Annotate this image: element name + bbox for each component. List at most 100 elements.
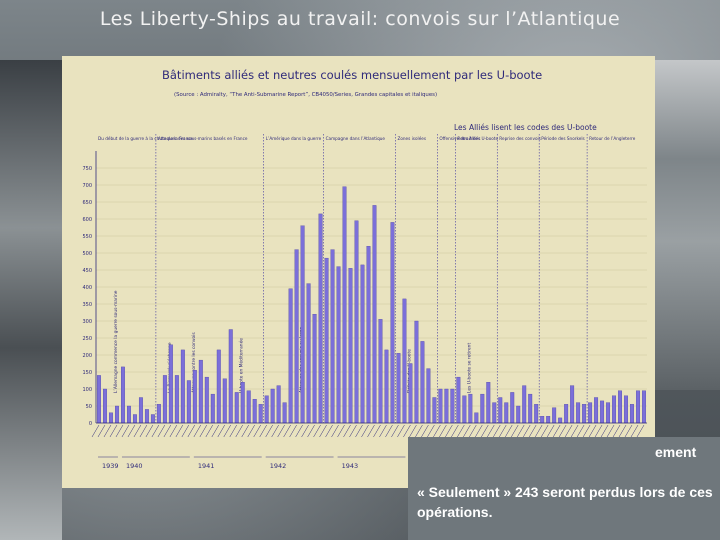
- background-photo-left: [0, 60, 62, 540]
- bar: [498, 397, 503, 424]
- bar: [252, 399, 257, 424]
- month-tick: [612, 424, 621, 438]
- month-tick: [265, 424, 273, 438]
- month-tick: [301, 424, 309, 438]
- period-label: Du début de la guerre à la chute de la F…: [98, 136, 194, 141]
- bar: [450, 388, 455, 424]
- month-tick: [139, 424, 148, 438]
- bar: [282, 402, 287, 424]
- month-tick: [343, 424, 351, 438]
- month-tick: [493, 424, 501, 438]
- bar: [162, 375, 167, 424]
- bar: [618, 390, 622, 424]
- bar: [216, 349, 221, 424]
- y-tick-label: 600: [82, 217, 92, 223]
- bar: [384, 349, 389, 424]
- period-label: Période des Snorkels: [541, 136, 585, 141]
- month-tick: [277, 424, 285, 438]
- month-tick: [205, 424, 214, 438]
- bar: [468, 393, 473, 424]
- bar: [516, 405, 521, 424]
- y-tick-label: 200: [82, 353, 92, 359]
- bar: [115, 405, 119, 424]
- bar: [180, 349, 185, 424]
- month-tick: [169, 424, 178, 438]
- month-tick: [594, 424, 603, 438]
- bar: [324, 257, 329, 424]
- y-tick-label: 50: [86, 404, 92, 410]
- bar: [432, 397, 437, 424]
- bar: [480, 393, 485, 424]
- bar: [492, 402, 497, 424]
- month-tick: [439, 424, 447, 438]
- bar: [336, 266, 341, 424]
- bar: [624, 395, 628, 424]
- bar: [270, 388, 275, 424]
- bar: [510, 392, 515, 424]
- y-tick-label: 0: [89, 421, 92, 427]
- caption-partial: ement: [655, 444, 697, 460]
- bar: [360, 264, 365, 424]
- bar: [504, 402, 509, 424]
- bar: [156, 404, 161, 424]
- month-tick: [558, 424, 567, 438]
- month-tick: [355, 424, 363, 438]
- bar: [522, 385, 527, 424]
- month-tick: [540, 424, 549, 438]
- month-tick: [606, 424, 615, 438]
- month-tick: [630, 424, 639, 438]
- month-tick: [409, 424, 417, 438]
- y-tick-label: 250: [82, 336, 92, 342]
- bar: [630, 404, 634, 424]
- month-tick: [469, 424, 477, 438]
- month-tick: [229, 424, 237, 438]
- bar: [318, 213, 323, 424]
- month-tick: [421, 424, 429, 438]
- background-photo-right: [655, 60, 720, 390]
- month-tick: [109, 424, 118, 438]
- month-tick: [379, 424, 387, 438]
- bar: [642, 390, 646, 424]
- month-tick: [199, 424, 208, 438]
- month-tick: [481, 424, 489, 438]
- y-tick-label: 400: [82, 285, 92, 291]
- bar: [594, 397, 599, 424]
- month-tick: [337, 424, 345, 438]
- month-tick: [463, 424, 471, 438]
- y-tick-label: 650: [82, 200, 92, 206]
- bar: [414, 320, 419, 424]
- month-tick: [103, 424, 112, 438]
- month-tick: [235, 424, 243, 438]
- month-tick: [157, 424, 166, 438]
- month-tick: [373, 424, 381, 438]
- month-tick: [187, 424, 196, 438]
- bar: [330, 249, 335, 424]
- event-notes: L’Allemagne commence la guerre sous-mari…: [113, 290, 472, 393]
- month-tick: [367, 424, 375, 438]
- bar: [109, 412, 113, 424]
- month-tick: [546, 424, 555, 438]
- month-tick: [349, 424, 357, 438]
- bar: [534, 404, 539, 424]
- bar: [636, 390, 640, 424]
- bar: [456, 376, 461, 424]
- period-label: Offensive des Alliés: [439, 136, 480, 141]
- slide-title: Les Liberty-Ships au travail: convois su…: [99, 8, 621, 30]
- year-label: 1942: [270, 462, 287, 470]
- bar: [600, 400, 605, 424]
- month-tick: [427, 424, 435, 438]
- event-note: Les U-boote se retirent: [466, 343, 472, 393]
- period-labels: Du début de la guerre à la chute de la F…: [98, 134, 636, 423]
- month-tick: [319, 424, 327, 438]
- month-tick: [624, 424, 633, 438]
- month-tick: [451, 424, 459, 438]
- bar: [354, 220, 359, 424]
- month-tick: [433, 424, 441, 438]
- caption-text: « Seulement » 243 seront perdus lors de …: [417, 484, 713, 520]
- bar: [240, 382, 245, 424]
- month-tick: [517, 424, 525, 438]
- month-tick: [511, 424, 519, 438]
- month-tick: [397, 424, 405, 438]
- y-tick-label: 750: [82, 166, 92, 172]
- bar: [198, 359, 203, 424]
